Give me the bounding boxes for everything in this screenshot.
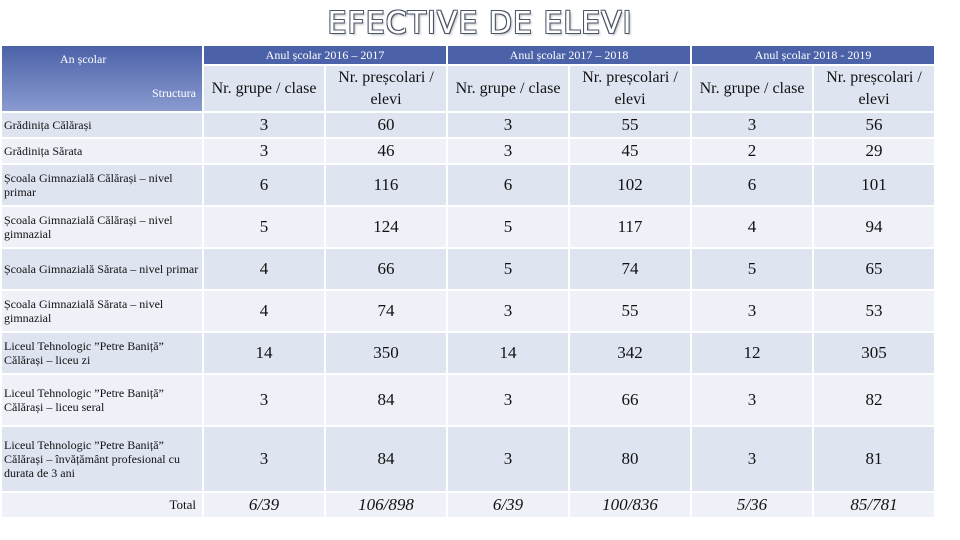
cell-value: 3: [204, 113, 324, 137]
row-label: Liceul Tehnologic ”Petre Baniță” Călăraș…: [2, 333, 202, 373]
total-value: 6/39: [204, 493, 324, 517]
cell-value: 3: [448, 375, 568, 425]
subheader-prescolari: Nr. preșcolari / elevi: [814, 66, 934, 111]
cell-value: 5: [448, 207, 568, 247]
cell-value: 80: [570, 427, 690, 491]
table-row: Grădinița Sărata 3 46 3 45 2 29: [2, 139, 934, 163]
row-label: Școala Gimnazială Călărași – nivel prima…: [2, 165, 202, 205]
cell-value: 3: [204, 139, 324, 163]
cell-value: 116: [326, 165, 446, 205]
total-value: 85/781: [814, 493, 934, 517]
table-row: Școala Gimnazială Călărași – nivel prima…: [2, 165, 934, 205]
cell-value: 56: [814, 113, 934, 137]
total-label: Total: [2, 493, 202, 517]
subheader-prescolari: Nr. preșcolari / elevi: [570, 66, 690, 111]
row-label: Școala Gimnazială Călărași – nivel gimna…: [2, 207, 202, 247]
table-row: Liceul Tehnologic ”Petre Baniță” Călăraș…: [2, 333, 934, 373]
cell-value: 12: [692, 333, 812, 373]
row-label: Școala Gimnazială Sărata – nivel primar: [2, 249, 202, 289]
cell-value: 3: [204, 427, 324, 491]
cell-value: 84: [326, 427, 446, 491]
structura-label: Structura: [152, 86, 196, 100]
row-label: Liceul Tehnologic ”Petre Baniță” Călăraș…: [2, 375, 202, 425]
cell-value: 29: [814, 139, 934, 163]
table-row: Liceul Tehnologic ”Petre Baniță” Călăraș…: [2, 427, 934, 491]
cell-value: 53: [814, 291, 934, 331]
students-table: An școlar Structura Anul școlar 2016 – 2…: [0, 44, 936, 519]
cell-value: 6: [448, 165, 568, 205]
cell-value: 124: [326, 207, 446, 247]
cell-value: 5: [448, 249, 568, 289]
subheader-grupe: Nr. grupe / clase: [692, 66, 812, 111]
cell-value: 117: [570, 207, 690, 247]
cell-value: 5: [204, 207, 324, 247]
cell-value: 3: [692, 291, 812, 331]
cell-value: 342: [570, 333, 690, 373]
cell-value: 3: [692, 375, 812, 425]
subheader-prescolari: Nr. preșcolari / elevi: [326, 66, 446, 111]
total-value: 106/898: [326, 493, 446, 517]
cell-value: 46: [326, 139, 446, 163]
cell-value: 74: [326, 291, 446, 331]
cell-value: 3: [204, 375, 324, 425]
year-header-2017: Anul școlar 2017 – 2018: [448, 46, 690, 64]
cell-value: 82: [814, 375, 934, 425]
total-row: Total 6/39 106/898 6/39 100/836 5/36 85/…: [2, 493, 934, 517]
row-label: Liceul Tehnologic ”Petre Baniță” Călăraș…: [2, 427, 202, 491]
cell-value: 4: [692, 207, 812, 247]
cell-value: 14: [204, 333, 324, 373]
cell-value: 74: [570, 249, 690, 289]
cell-value: 102: [570, 165, 690, 205]
table-row: Școala Gimnazială Sărata – nivel gimnazi…: [2, 291, 934, 331]
cell-value: 2: [692, 139, 812, 163]
cell-value: 81: [814, 427, 934, 491]
year-header-2016: Anul școlar 2016 – 2017: [204, 46, 446, 64]
cell-value: 3: [448, 113, 568, 137]
cell-value: 3: [448, 139, 568, 163]
cell-value: 55: [570, 291, 690, 331]
table-row: Școala Gimnazială Călărași – nivel gimna…: [2, 207, 934, 247]
cell-value: 3: [692, 113, 812, 137]
total-value: 6/39: [448, 493, 568, 517]
cell-value: 3: [692, 427, 812, 491]
total-value: 5/36: [692, 493, 812, 517]
cell-value: 101: [814, 165, 934, 205]
table-row: Școala Gimnazială Sărata – nivel primar …: [2, 249, 934, 289]
cell-value: 66: [570, 375, 690, 425]
cell-value: 350: [326, 333, 446, 373]
subheader-grupe: Nr. grupe / clase: [204, 66, 324, 111]
row-label: Grădinița Sărata: [2, 139, 202, 163]
cell-value: 84: [326, 375, 446, 425]
row-label: Grădinița Călărași: [2, 113, 202, 137]
table-row: Grădinița Călărași 3 60 3 55 3 56: [2, 113, 934, 137]
cell-value: 55: [570, 113, 690, 137]
cell-value: 5: [692, 249, 812, 289]
header-corner: An școlar Structura: [2, 46, 202, 111]
cell-value: 4: [204, 249, 324, 289]
cell-value: 60: [326, 113, 446, 137]
cell-value: 14: [448, 333, 568, 373]
table-row: Liceul Tehnologic ”Petre Baniță” Călăraș…: [2, 375, 934, 425]
cell-value: 65: [814, 249, 934, 289]
cell-value: 66: [326, 249, 446, 289]
cell-value: 45: [570, 139, 690, 163]
page-title: EFECTIVE DE ELEVI: [327, 6, 633, 41]
cell-value: 3: [448, 291, 568, 331]
cell-value: 6: [692, 165, 812, 205]
cell-value: 94: [814, 207, 934, 247]
cell-value: 4: [204, 291, 324, 331]
cell-value: 305: [814, 333, 934, 373]
total-value: 100/836: [570, 493, 690, 517]
row-label: Școala Gimnazială Sărata – nivel gimnazi…: [2, 291, 202, 331]
subheader-grupe: Nr. grupe / clase: [448, 66, 568, 111]
year-header-2018: Anul școlar 2018 - 2019: [692, 46, 934, 64]
cell-value: 6: [204, 165, 324, 205]
an-scolar-label: An școlar: [60, 52, 107, 66]
cell-value: 3: [448, 427, 568, 491]
